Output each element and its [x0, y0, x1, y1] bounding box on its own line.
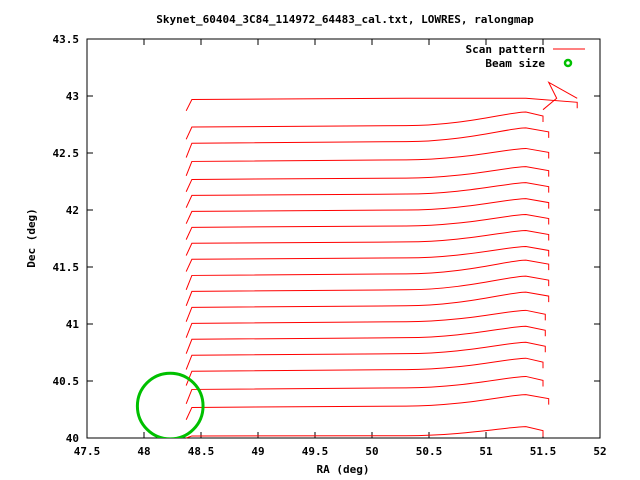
- x-tick-label: 50: [365, 445, 378, 458]
- y-tick-label: 40: [66, 432, 79, 445]
- legend-swatch-beam-size: [563, 58, 573, 68]
- scan-row-16: [185, 147, 550, 176]
- scan-row-11: [185, 230, 550, 256]
- x-tick-label: 52: [593, 445, 606, 458]
- scan-row-14: [185, 182, 550, 208]
- y-tick-label: 43: [66, 90, 79, 103]
- y-tick-label: 41: [66, 318, 80, 331]
- y-tick-label: 41.5: [53, 261, 80, 274]
- scan-top-hook: [542, 81, 578, 111]
- x-tick-label: 50.5: [416, 445, 443, 458]
- scan-row-2: [185, 375, 544, 404]
- scan-row-8: [185, 275, 550, 306]
- y-tick-label: 40.5: [53, 375, 80, 388]
- y-axis-label: Dec (deg): [25, 208, 38, 268]
- scan-row-3: [185, 357, 544, 386]
- plot-frame: [86, 38, 601, 439]
- scan-row-12: [185, 214, 550, 240]
- x-tick-label: 49: [251, 445, 264, 458]
- x-tick-label: 47.5: [74, 445, 101, 458]
- x-tick-label: 48: [137, 445, 150, 458]
- scan-row-7: [185, 291, 550, 322]
- scan-row-18: [185, 111, 544, 140]
- scan-row-9: [185, 259, 550, 290]
- legend-label-beam-size: Beam size: [485, 57, 545, 70]
- scan-pattern-series: [185, 81, 578, 439]
- x-tick-label: 48.5: [188, 445, 215, 458]
- y-axis-ticks: 40 40.5 41 41.5 42 42.5 43 43.5: [53, 33, 600, 445]
- x-axis-label: RA (deg): [317, 463, 370, 476]
- beam-size-series: [135, 371, 205, 438]
- scan-row-4: [185, 341, 546, 370]
- beam-circle: [135, 371, 205, 438]
- x-tick-label: 51.5: [530, 445, 557, 458]
- scan-row-10: [185, 245, 550, 272]
- x-tick-label: 49.5: [302, 445, 329, 458]
- scan-row-5: [185, 325, 546, 354]
- scan-row-19: [185, 97, 578, 112]
- scan-row-13: [185, 198, 550, 224]
- y-tick-label: 42: [66, 204, 79, 217]
- scan-row-17: [185, 127, 550, 158]
- scan-row-15: [185, 166, 550, 192]
- y-tick-label: 42.5: [53, 147, 80, 160]
- scan-row-0: [186, 426, 544, 439]
- scan-row-1: [185, 394, 550, 420]
- y-tick-label: 43.5: [53, 33, 80, 46]
- scan-row-6: [185, 309, 546, 338]
- legend-label-scan-pattern: Scan pattern: [466, 43, 545, 56]
- x-tick-label: 51: [479, 445, 493, 458]
- x-axis-ticks: 47.5 48 48.5 49 49.5 50 50.5 51 51.5 52: [74, 39, 607, 458]
- legend: Scan pattern Beam size: [466, 43, 585, 70]
- chart-title: Skynet_60404_3C84_114972_64483_cal.txt, …: [156, 13, 534, 26]
